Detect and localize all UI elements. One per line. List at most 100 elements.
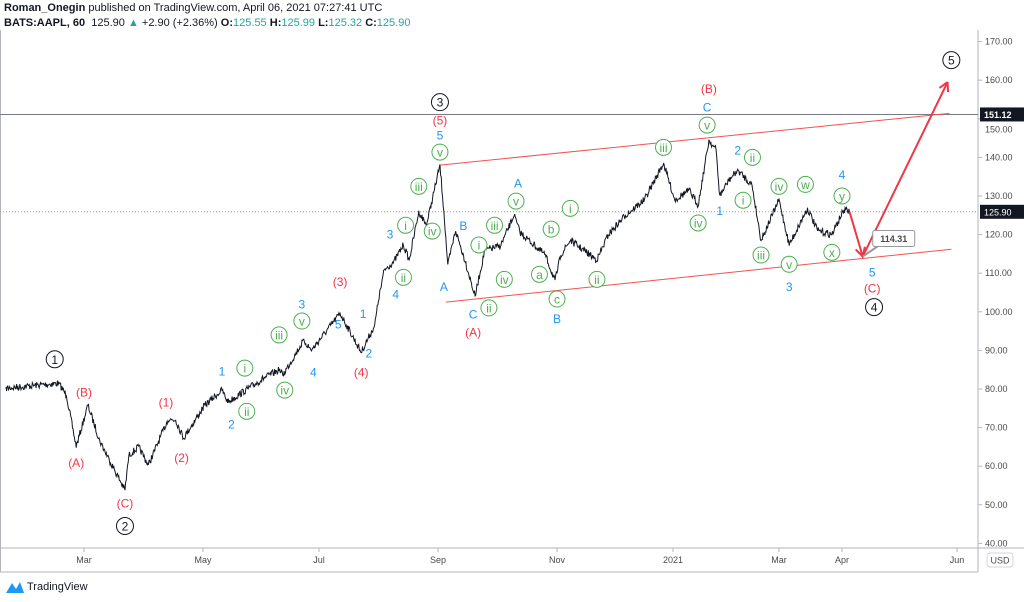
wave-label-red: (B) [701,82,717,96]
price-tick-label: 170.00 [985,37,1013,47]
wave-label-green: iii [275,328,283,342]
wave-label: 4 [839,168,846,182]
wave-label-circle [293,312,311,330]
wave-label: (2) [174,451,189,465]
wave-label-circle [410,177,428,195]
wave-label: (C) [864,282,881,296]
wave-label-blue: 5 [437,129,444,143]
wave-label-blue: A [440,280,448,294]
price-chart[interactable]: 170.00160.00150.00140.00130.00120.00110.… [0,0,1024,575]
wave-label: iv [689,214,707,232]
high-label: H: [269,17,282,29]
wave-label: w [796,175,814,193]
tradingview-logo[interactable]: TradingView [5,580,88,594]
wave-label-red: (A) [68,456,84,470]
wave-label: B [459,219,467,233]
high-value: 125.99 [281,17,316,29]
price-tick-label: 160.00 [985,75,1013,85]
wave-label-circle [480,299,498,317]
wave-label: a [530,265,548,283]
wave-label-blue: 2 [734,144,741,158]
wave-label-green: v [299,315,305,329]
wave-label-blue: B [553,312,561,326]
wave-label-green: v [704,119,710,133]
wave-label: 1 [360,307,367,321]
wave-label: (3) [333,275,348,289]
wave-label: 1 [219,365,226,379]
wave-label-circle [734,191,752,209]
wave-label-green: c [554,293,560,307]
wave-label: 1 [716,204,723,218]
time-tick-label: Jul [313,555,325,565]
wave-label: b [542,220,560,238]
wave-label-circle [530,265,548,283]
wave-label-black: 5 [948,54,955,68]
currency-badge[interactable] [986,552,1014,568]
wave-label-circle [431,143,449,161]
wave-label: v [698,116,716,134]
wave-label-green: i [404,219,407,233]
wave-label: (B) [76,386,92,400]
time-tick-label: 2021 [663,555,683,565]
wave-label-red: (A) [465,326,481,340]
wave-label: iv [276,381,294,399]
wave-label: v [431,143,449,161]
wave-label-black: 4 [871,301,878,315]
wave-label-circle [270,326,288,344]
wave-label-circle [430,93,449,112]
wave-label: 5 [869,266,876,280]
wave-label-green: iii [415,180,423,194]
wave-label-red: (5) [433,114,448,128]
wave-label-red: (C) [117,497,134,511]
price-tick-label: 70.00 [985,423,1008,433]
wave-label: 5 [942,51,961,70]
wave-label: c [548,290,566,308]
wave-label-circle [561,199,579,217]
publish-info: published on TradingView.com, April 06, … [88,2,383,14]
wave-label-green: ii [244,405,249,419]
wave-label: 3 [387,228,394,242]
wave-label: (A) [68,456,84,470]
wave-label-blue: 3 [299,298,306,312]
wave-label: v [780,255,798,273]
wave-label-red: (4) [354,365,369,379]
wave-label-blue: A [514,177,522,191]
wave-label-green: ii [486,301,491,315]
wave-label: 3 [786,280,793,294]
wave-label-green: v [786,258,792,272]
wave-label-blue: 3 [786,280,793,294]
wave-label: iii [270,326,288,344]
wave-label: 3 [299,298,306,312]
wave-label-green: ii [750,151,755,165]
symbol[interactable]: BATS:AAPL, 60 [4,17,86,29]
projection-arrowhead [854,248,864,258]
price-tick-label: 100.00 [985,307,1013,317]
price-line [5,139,850,491]
wave-label: (A) [465,326,481,340]
wave-label-green: iv [694,216,703,230]
price-tick-label: 130.00 [985,191,1013,201]
target-callout-pointer [862,244,880,258]
wave-label: ii [480,299,498,317]
wave-label: i [734,191,752,209]
wave-label: i [561,199,579,217]
level-price-badge [980,107,1024,122]
wave-label-black: 2 [122,519,129,533]
wave-label-green: v [437,146,443,160]
wave-label-circle [276,381,294,399]
wave-label: iv [495,270,513,288]
wave-label: x [823,243,841,261]
wave-label-circle [45,350,64,369]
author-name[interactable]: Roman_Onegin [4,2,86,14]
wave-label: iv [770,177,788,195]
wave-label: ii [588,270,606,288]
wave-label-green: iii [757,249,765,263]
wave-label: 2 [228,418,235,432]
low-value: 125.32 [328,17,363,29]
wave-label-green: iv [500,273,509,287]
wave-label-circle [470,236,488,254]
wave-label: 3 [430,93,449,112]
wave-label-green: i [569,202,572,216]
time-tick-label: Sep [430,555,446,565]
wave-label-blue: 2 [366,347,373,361]
